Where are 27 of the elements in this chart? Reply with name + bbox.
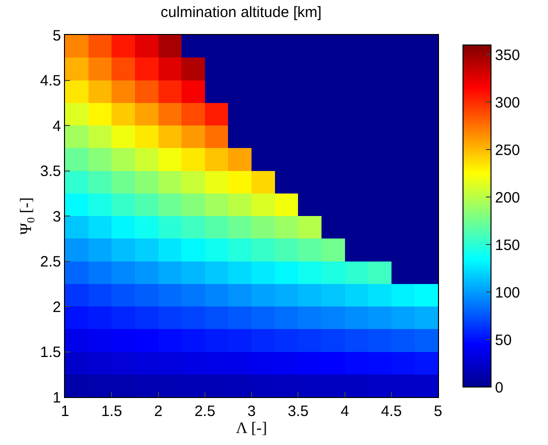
x-tick-label: 5 xyxy=(434,403,442,420)
y-tick-label: 1.5 xyxy=(40,344,61,361)
x-tick-label: 1.5 xyxy=(101,403,122,420)
x-tick-label: 4.5 xyxy=(380,403,402,420)
y-tick-label: 5 xyxy=(52,27,61,44)
y-tick-label: 2 xyxy=(52,298,61,316)
color-bar-label: 300 xyxy=(495,94,520,112)
color-bar-label: 0 xyxy=(495,379,504,396)
x-tick-label: 2 xyxy=(154,403,162,420)
color-bar-label: 150 xyxy=(495,236,520,254)
x-tick-label: 3.5 xyxy=(288,403,309,420)
y-tick-label: 1 xyxy=(52,389,61,406)
x-axis-title: Λ [-] xyxy=(236,420,268,437)
x-tick-label: 4 xyxy=(340,403,349,420)
y-tick-label: 2.5 xyxy=(40,254,61,270)
color-bar-label: 50 xyxy=(495,332,512,349)
y-tick-label: 4.5 xyxy=(40,72,61,90)
color-bar-label: 250 xyxy=(495,142,520,159)
color-bar-label: 350 xyxy=(495,46,520,64)
color-bar-label: 100 xyxy=(495,284,520,302)
x-tick-label: 3 xyxy=(247,403,256,420)
chart-title: culmination altitude [km] xyxy=(160,4,322,22)
x-tick-label: 2.5 xyxy=(194,403,216,420)
y-tick-label: 3 xyxy=(52,208,61,226)
y-tick-label: 3.5 xyxy=(40,163,61,180)
y-tick-label: 4 xyxy=(52,118,61,135)
color-bar-label: 200 xyxy=(495,189,520,206)
